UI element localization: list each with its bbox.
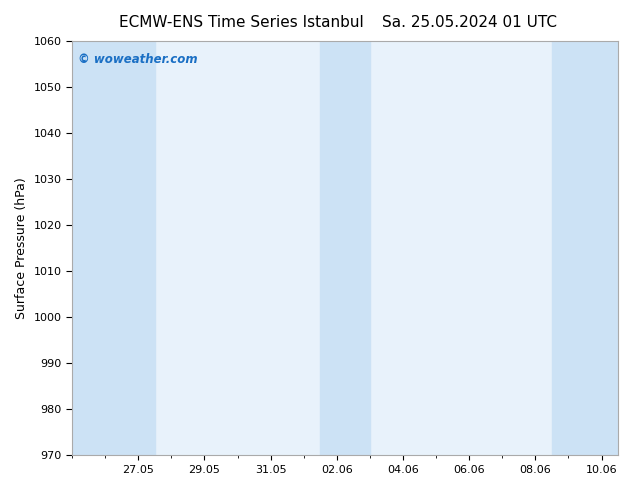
- Text: Sa. 25.05.2024 01 UTC: Sa. 25.05.2024 01 UTC: [382, 15, 557, 30]
- Bar: [72, 41, 155, 455]
- Text: ECMW-ENS Time Series Istanbul: ECMW-ENS Time Series Istanbul: [119, 15, 363, 30]
- Bar: [552, 41, 618, 455]
- Y-axis label: Surface Pressure (hPa): Surface Pressure (hPa): [15, 177, 28, 319]
- Text: © woweather.com: © woweather.com: [77, 53, 197, 67]
- Bar: [320, 41, 370, 455]
